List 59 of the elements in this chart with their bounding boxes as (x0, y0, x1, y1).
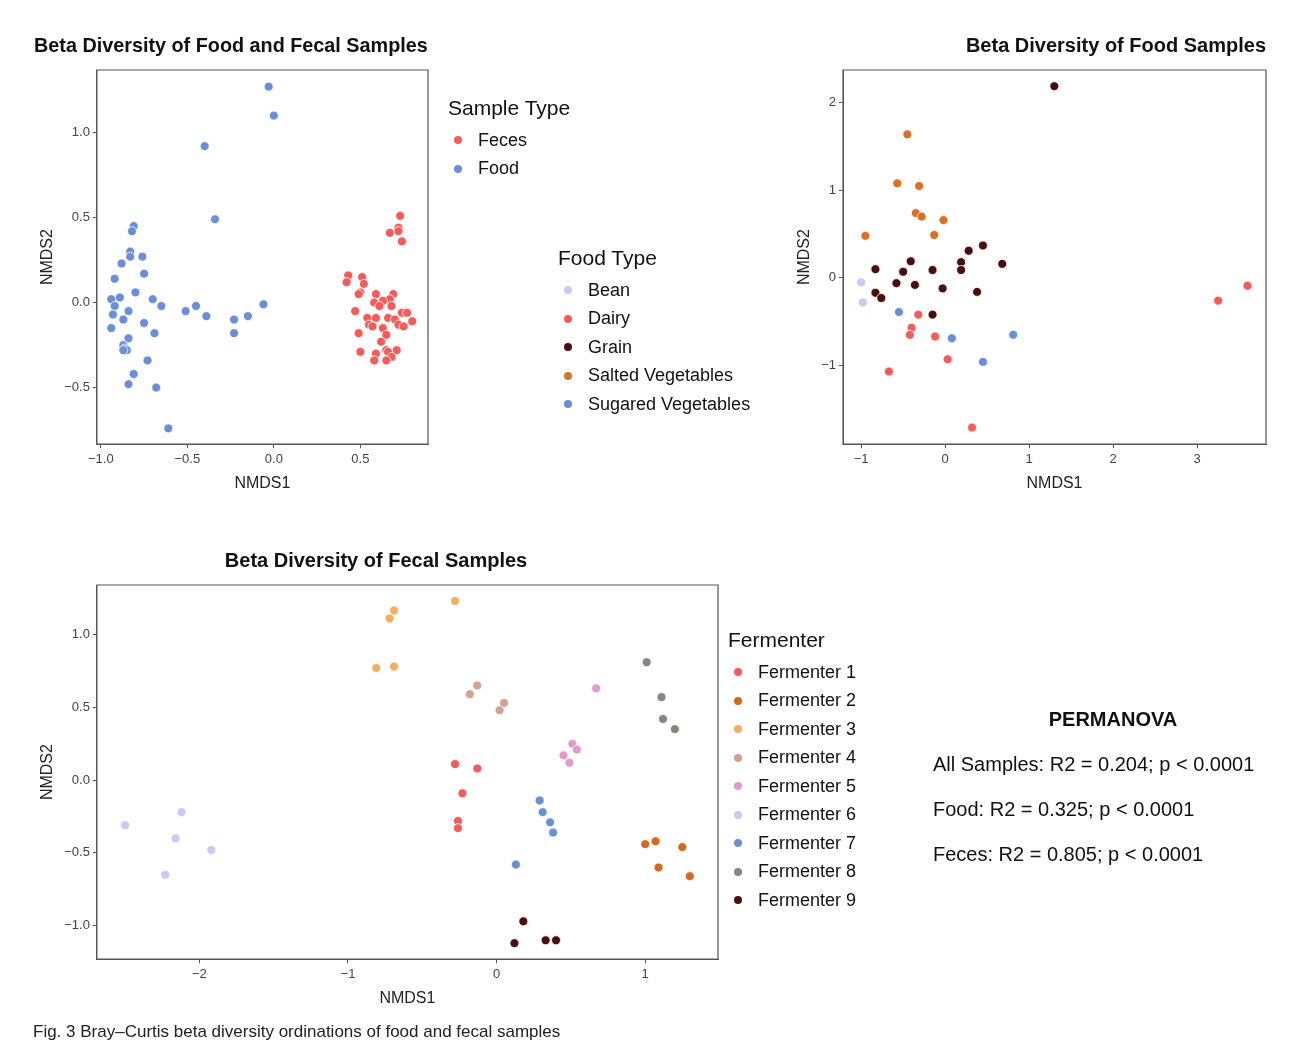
x-axis-title: NMDS1 (379, 988, 436, 1006)
x-tick-label: 0 (492, 965, 501, 981)
legend-label: Fermenter 8 (758, 861, 857, 883)
chart-title: Beta Diversity of Food Samples (965, 33, 1266, 56)
legend-label: Fermenter 2 (758, 690, 857, 712)
legend-label: Fermenter 5 (758, 775, 857, 797)
x-tick-label: 3 (1193, 450, 1201, 466)
legend-label: Dairy (588, 308, 631, 330)
legend-label: Fermenter 7 (758, 832, 857, 854)
legend-label: Sugared Vegetables (588, 393, 751, 415)
y-tick-label: −1.0 (64, 917, 90, 933)
x-tick-label: −1 (853, 450, 869, 466)
text: All Samples: R2 = 0.204; p < 0.0001 (933, 753, 1256, 776)
y-tick-label: 1 (828, 181, 837, 197)
y-axis-title: NMDS2 (795, 229, 813, 286)
x-tick-label: −1.0 (88, 450, 114, 466)
legend-label: Bean (588, 279, 631, 301)
y-tick-label: 2 (828, 94, 837, 110)
y-tick-label: 1.0 (71, 124, 90, 140)
text: PERMANOVA (1047, 708, 1179, 731)
legend-label: Fermenter 3 (758, 718, 857, 740)
x-tick-label: −2 (191, 965, 207, 981)
y-axis-title: NMDS2 (38, 744, 56, 801)
y-tick-label: −1 (821, 357, 837, 372)
legend-label: Salted Vegetables (588, 365, 734, 387)
text: Food: R2 = 0.325; p < 0.0001 (933, 798, 1196, 821)
legend-label: Fermenter 1 (758, 661, 857, 683)
x-tick-label: 1 (641, 965, 649, 981)
legend-title: Food Type (558, 246, 658, 270)
x-tick-label: 2 (1109, 450, 1117, 466)
y-tick-label: 0.0 (71, 294, 90, 310)
x-tick-label: −1 (340, 965, 356, 981)
x-tick-label: 0 (941, 450, 949, 466)
legend-label: Fermenter 9 (758, 889, 857, 911)
legend-label: Fermenter 6 (758, 804, 857, 826)
legend-title: Fermenter (728, 628, 826, 652)
y-tick-label: −0.5 (64, 844, 90, 860)
legend-label: Fermenter 4 (758, 747, 857, 769)
x-tick-label: 1 (1025, 450, 1033, 466)
legend-label: Feces (478, 129, 528, 151)
x-tick-label: 0.5 (351, 450, 370, 466)
y-tick-label: 0.5 (71, 209, 90, 225)
caption: Fig. 3 Bray–Curtis beta diversity ordinations of food and fecal samples (33, 1022, 562, 1042)
y-tick-label: 0 (828, 269, 837, 285)
legend-label: Grain (588, 336, 633, 358)
legend-title: Sample Type (448, 96, 571, 120)
chart-title: Beta Diversity of Food and Fecal Samples (34, 33, 428, 56)
x-axis-title: NMDS1 (234, 473, 291, 491)
x-tick-label: 0.0 (264, 450, 283, 466)
y-tick-label: 0.5 (71, 698, 90, 714)
y-tick-label: −0.5 (64, 379, 90, 395)
x-axis-title: NMDS1 (1026, 473, 1083, 491)
legend-label: Food (478, 158, 520, 180)
y-axis-title: NMDS2 (38, 229, 56, 286)
text: Feces: R2 = 0.805; p < 0.0001 (933, 843, 1205, 866)
y-tick-label: 1.0 (71, 626, 90, 642)
y-tick-label: 0.0 (71, 771, 90, 787)
x-tick-label: −0.5 (174, 450, 201, 466)
chart-title: Beta Diversity of Fecal Samples (224, 548, 528, 571)
